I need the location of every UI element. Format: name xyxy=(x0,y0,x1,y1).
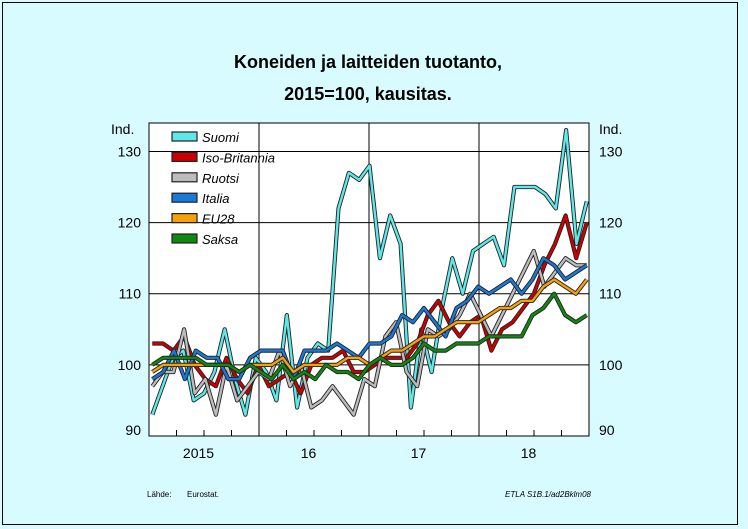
credit-label: ETLA S1B.1/ad2Bklm08 xyxy=(505,490,592,499)
y-axis-label-right: Ind. xyxy=(599,121,622,137)
series-saksa-line xyxy=(151,292,588,381)
y-tick-label-left: 90 xyxy=(125,422,141,438)
legend: Suomi Iso-Britannia Ruotsi Italia EU28 Saksa xyxy=(171,130,275,247)
source-value: Eurostat. xyxy=(187,490,219,499)
y-tick-label-right: 100 xyxy=(599,357,623,373)
legend-ruotsi-label: Ruotsi xyxy=(202,171,240,186)
legend-iso-britannia-swatch xyxy=(171,151,198,162)
y-tick-label-left: 100 xyxy=(118,357,142,373)
x-tick-label: 2015 xyxy=(183,445,214,461)
legend-ruotsi-swatch xyxy=(171,172,198,183)
series-layer xyxy=(150,127,589,417)
x-tick-label: 18 xyxy=(521,445,537,461)
y-tick-label-left: 120 xyxy=(118,215,142,231)
legend-eu28-swatch xyxy=(171,213,198,224)
legend-italia-label: Italia xyxy=(202,191,229,206)
x-tick-label: 17 xyxy=(411,445,427,461)
series-iso-britannia-line xyxy=(152,214,588,395)
legend-eu28-label: EU28 xyxy=(202,212,235,227)
y-tick-label-left: 130 xyxy=(118,143,142,159)
legend-italia-swatch xyxy=(171,192,198,203)
legend-saksa-swatch xyxy=(171,233,198,244)
legend-iso-britannia-label: Iso-Britannia xyxy=(202,150,275,165)
axis-ticks: 90 90 100 100 110 110 120 120 130 130 2015 16 17 18 xyxy=(118,143,623,461)
y-axis-label-left: Ind. xyxy=(111,121,134,137)
chart-subtitle: 2015=100, kausitas. xyxy=(284,84,452,104)
series-italia-line xyxy=(151,256,588,381)
y-tick-label-right: 110 xyxy=(599,286,622,302)
y-tick-label-right: 120 xyxy=(599,215,623,231)
line-chart: Koneiden ja laitteiden tuotanto, 2015=10… xyxy=(111,52,623,499)
y-tick-label-right: 90 xyxy=(599,422,615,438)
x-tick-label: 16 xyxy=(301,445,317,461)
legend-saksa-label: Saksa xyxy=(202,232,238,247)
legend-suomi-swatch xyxy=(171,131,198,142)
series-suomi-line xyxy=(151,128,588,416)
chart-frame: Koneiden ja laitteiden tuotanto, 2015=10… xyxy=(2,2,738,525)
y-tick-label-left: 110 xyxy=(119,286,142,302)
chart-title: Koneiden ja laitteiden tuotanto, xyxy=(234,52,502,72)
legend-suomi-label: Suomi xyxy=(202,130,240,145)
y-tick-label-right: 130 xyxy=(599,143,623,159)
source-label: Lähde: xyxy=(147,490,171,499)
